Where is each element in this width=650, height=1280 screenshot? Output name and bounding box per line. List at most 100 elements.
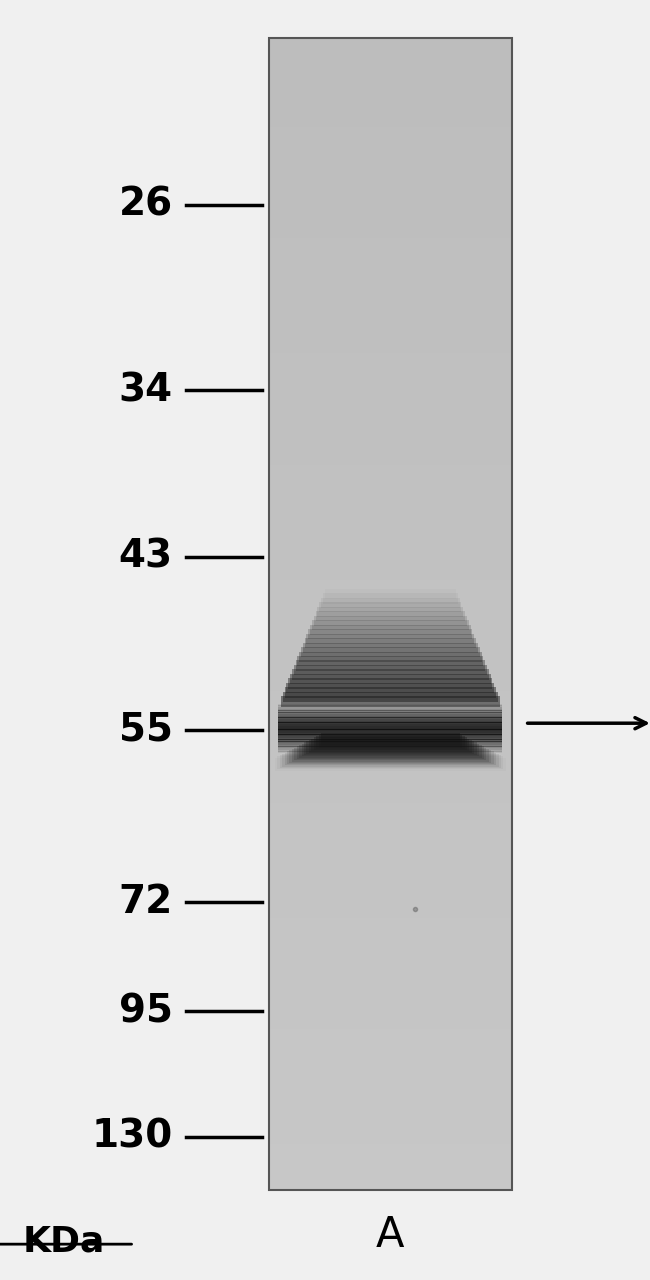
Bar [268, 342, 512, 346]
Bar [306, 634, 474, 644]
Bar [278, 705, 502, 708]
Bar [268, 868, 512, 872]
Bar [268, 346, 512, 349]
Bar [268, 246, 512, 250]
Bar [268, 108, 512, 111]
Bar [268, 58, 512, 61]
Bar [268, 910, 512, 914]
Bar [268, 1140, 512, 1144]
Bar [278, 741, 502, 744]
Bar [268, 1006, 512, 1010]
Bar [268, 695, 512, 699]
Bar [268, 1187, 512, 1190]
Bar [296, 660, 485, 671]
Bar [268, 764, 512, 768]
Bar [268, 1083, 512, 1087]
Bar [268, 595, 512, 599]
Bar [278, 745, 502, 746]
Bar [268, 511, 512, 515]
Bar [268, 768, 512, 772]
Bar [268, 1160, 512, 1164]
Bar [299, 652, 482, 662]
Text: 95: 95 [119, 992, 173, 1030]
Bar [268, 476, 512, 480]
Bar [278, 727, 502, 730]
Bar [268, 637, 512, 641]
Bar [268, 576, 512, 580]
Bar [268, 945, 512, 948]
Bar [268, 1183, 512, 1187]
Bar [268, 461, 512, 465]
Bar [268, 411, 512, 415]
Bar [268, 822, 512, 826]
Bar [278, 707, 502, 709]
Bar [299, 745, 482, 758]
Bar [268, 630, 512, 634]
Bar [268, 1021, 512, 1025]
Bar [309, 740, 472, 753]
Bar [268, 756, 512, 760]
Bar [268, 856, 512, 860]
Bar [281, 696, 500, 707]
Bar [268, 334, 512, 338]
Bar [311, 739, 469, 751]
Bar [268, 564, 512, 568]
Bar [268, 419, 512, 422]
Bar [268, 238, 512, 242]
Bar [268, 1075, 512, 1079]
Bar [268, 488, 512, 492]
Bar [268, 672, 512, 676]
Bar [268, 192, 512, 196]
Bar [278, 717, 502, 719]
Bar [268, 1144, 512, 1148]
Bar [268, 607, 512, 611]
Bar [268, 376, 512, 380]
Bar [268, 253, 512, 257]
Bar [287, 684, 494, 694]
Bar [268, 538, 512, 541]
Bar [268, 1037, 512, 1041]
Bar [268, 250, 512, 253]
Bar [268, 415, 512, 419]
Bar [268, 399, 512, 403]
Bar [268, 653, 512, 657]
Bar [268, 557, 512, 561]
Bar [268, 987, 512, 991]
Bar [268, 227, 512, 230]
Bar [321, 733, 460, 746]
Bar [268, 50, 512, 54]
Bar [303, 643, 478, 653]
Bar [268, 315, 512, 319]
Bar [268, 845, 512, 849]
Bar [268, 38, 512, 1190]
Bar [268, 280, 512, 284]
Bar [268, 465, 512, 468]
Bar [268, 134, 512, 138]
Bar [268, 1018, 512, 1021]
Bar [278, 756, 504, 769]
Bar [268, 641, 512, 645]
Bar [268, 180, 512, 184]
Bar [268, 887, 512, 891]
Bar [268, 1175, 512, 1179]
Bar [268, 430, 512, 434]
Bar [268, 645, 512, 649]
Bar [268, 426, 512, 430]
Bar [268, 211, 512, 215]
Bar [268, 998, 512, 1002]
Bar [268, 173, 512, 177]
Bar [268, 918, 512, 922]
Bar [268, 104, 512, 108]
Bar [318, 735, 462, 748]
Bar [268, 480, 512, 484]
Bar [268, 872, 512, 876]
Bar [268, 941, 512, 945]
Bar [268, 65, 512, 69]
Bar [304, 742, 476, 755]
Bar [268, 1048, 512, 1052]
Bar [317, 607, 463, 617]
Bar [268, 561, 512, 564]
Bar [278, 735, 502, 736]
Bar [268, 349, 512, 353]
Bar [268, 772, 512, 776]
